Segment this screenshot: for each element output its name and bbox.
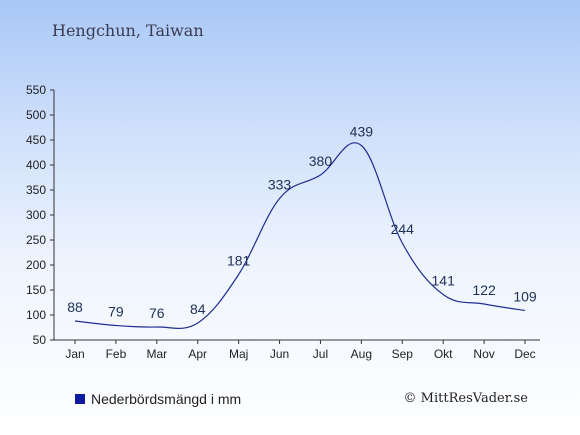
y-tick-label: 150 <box>26 283 46 297</box>
legend: Nederbördsmängd i mm <box>75 391 241 407</box>
y-tick-label: 300 <box>26 208 46 222</box>
y-tick-label: 250 <box>26 233 46 247</box>
x-tick-label: Okt <box>434 347 453 361</box>
x-tick-label: Mar <box>146 347 167 361</box>
x-tick-label: Jul <box>313 347 328 361</box>
x-tick-label: Maj <box>229 347 248 361</box>
y-tick-label: 450 <box>26 133 46 147</box>
y-tick-label: 550 <box>26 83 46 97</box>
data-label: 122 <box>472 282 496 298</box>
data-label: 84 <box>190 301 206 317</box>
legend-label: Nederbördsmängd i mm <box>91 391 242 407</box>
data-label: 181 <box>227 253 251 269</box>
data-label: 79 <box>108 304 124 320</box>
series-line <box>74 142 526 329</box>
x-tick-label: Jan <box>65 347 84 361</box>
x-tick-label: Aug <box>351 347 372 361</box>
x-tick-label: Dec <box>514 347 535 361</box>
y-tick-label: 50 <box>33 333 47 347</box>
x-tick-label: Apr <box>188 347 207 361</box>
y-tick-label: 400 <box>26 158 46 172</box>
data-label: 88 <box>67 299 83 315</box>
legend-swatch <box>75 394 85 404</box>
credit-text: © MittResVader.se <box>403 391 528 406</box>
y-tick-label: 500 <box>26 108 46 122</box>
data-label: 380 <box>309 153 333 169</box>
data-label: 244 <box>391 221 415 237</box>
data-label: 439 <box>350 124 374 140</box>
x-tick-label: Sep <box>392 347 414 361</box>
x-tick-label: Jun <box>270 347 289 361</box>
data-label: 109 <box>513 289 537 305</box>
x-tick-label: Feb <box>106 347 127 361</box>
data-label: 76 <box>149 305 165 321</box>
y-tick-label: 200 <box>26 258 46 272</box>
y-tick-label: 350 <box>26 183 46 197</box>
x-tick-label: Nov <box>473 347 494 361</box>
y-tick-label: 100 <box>26 308 46 322</box>
data-label: 333 <box>268 177 292 193</box>
chart-title: Hengchun, Taiwan <box>52 21 204 40</box>
data-label: 141 <box>432 273 456 289</box>
